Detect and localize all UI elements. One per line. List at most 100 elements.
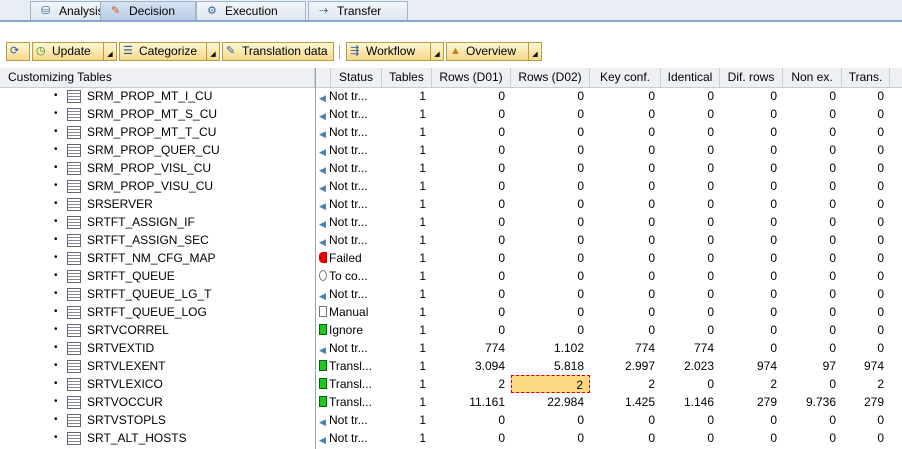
tree-bullet: • <box>54 234 58 245</box>
table-row[interactable]: • SRM_PROP_MT_S_CU ◀ Not tr... 1 0 0 0 0 0 0 0 <box>0 105 902 123</box>
status-text: Not tr... <box>329 287 368 301</box>
table-row[interactable]: • SRTFT_ASSIGN_IF ◀ Not tr... 1 0 0 0 0 0 0 0 <box>0 213 902 231</box>
header-non-ex[interactable]: Non ex. <box>783 68 842 87</box>
table-row[interactable]: • SRTVSTOPLS ◀ Not tr... 1 0 0 0 0 0 0 0 <box>0 411 902 429</box>
table-row[interactable]: • SRTVOCCUR Transl... 1 11.161 22.984 1.425 1.… <box>0 393 902 411</box>
table-row[interactable]: • SRTFT_ASSIGN_SEC ◀ Not tr... 1 0 0 0 0 0 0 0 <box>0 231 902 249</box>
cell-trans: 0 <box>877 89 884 103</box>
table-row[interactable]: • SRM_PROP_MT_I_CU ◀ Not tr... 1 0 0 0 0 0 0 0 <box>0 87 902 105</box>
cell-trans: 0 <box>877 269 884 283</box>
table-row[interactable]: • SRM_PROP_VISU_CU ◀ Not tr... 1 0 0 0 0 0 0 0 <box>0 177 902 195</box>
status-text: Transl... <box>329 359 372 373</box>
table-row[interactable]: • SRTVEXTID ◀ Not tr... 1 774 1.102 774 774 0 0 0 <box>0 339 902 357</box>
tree-bullet: • <box>54 216 58 227</box>
tab-label: Execution <box>225 4 278 18</box>
cell-trans: 0 <box>877 323 884 337</box>
header-tables[interactable]: Tables <box>382 68 432 87</box>
tab-transfer[interactable]: ⇢ Transfer <box>308 1 408 20</box>
overview-button[interactable]: ▲ Overview ◢ <box>446 42 542 61</box>
table-row[interactable]: • SRTVCORREL Ignore 1 0 0 0 0 0 0 0 <box>0 321 902 339</box>
table-row[interactable]: • SRTFT_QUEUE To co... 1 0 0 0 0 0 0 0 <box>0 267 902 285</box>
overview-dropdown-icon[interactable]: ◢ <box>528 43 541 60</box>
tab-decision[interactable]: ✎ Decision <box>100 1 196 20</box>
cell-trans: 0 <box>877 161 884 175</box>
cell-non-ex: 0 <box>829 341 836 355</box>
cell-dif-rows: 0 <box>770 269 777 283</box>
cell-identical: 0 <box>707 125 714 139</box>
cell-key-conf: 0 <box>648 305 655 319</box>
table-name: SRTFT_QUEUE_LG_T <box>87 287 212 301</box>
not-translated-icon: ◀ <box>319 417 326 427</box>
cell-non-ex: 0 <box>829 179 836 193</box>
not-translated-icon: ◀ <box>319 291 326 301</box>
status-text: To co... <box>329 269 368 283</box>
status-text: Not tr... <box>329 125 368 139</box>
cell-rows-d02[interactable]: 2 <box>511 375 590 393</box>
table-row[interactable]: • SRTVLEXICO Transl... 1 2 2 2 0 2 0 2 <box>0 375 902 393</box>
table-row[interactable]: • SRM_PROP_VISL_CU ◀ Not tr... 1 0 0 0 0 0 0 0 <box>0 159 902 177</box>
tree-bullet: • <box>54 270 58 281</box>
cell-key-conf: 0 <box>648 197 655 211</box>
tree-bullet: • <box>54 414 58 425</box>
tree-bullet: • <box>54 126 58 137</box>
header-trans[interactable]: Trans. <box>842 68 890 87</box>
cell-trans: 0 <box>877 251 884 265</box>
update-button[interactable]: ◷ Update ◢ <box>32 42 117 61</box>
cell-identical: 2.023 <box>683 359 714 373</box>
cell-tables: 1 <box>419 89 426 103</box>
workflow-dropdown-icon[interactable]: ◢ <box>430 43 443 60</box>
status-cell: ◀ Not tr... <box>319 231 381 249</box>
header-status[interactable]: Status <box>331 68 382 87</box>
cell-rows-d02: 0 <box>577 413 584 427</box>
header-rows-d01[interactable]: Rows (D01) <box>432 68 511 87</box>
table-row[interactable]: • SRM_PROP_MT_T_CU ◀ Not tr... 1 0 0 0 0 0 0 0 <box>0 123 902 141</box>
list-icon: ☰ <box>123 45 133 57</box>
table-row[interactable]: • SRM_PROP_QUER_CU ◀ Not tr... 1 0 0 0 0 0 0 0 <box>0 141 902 159</box>
table-row[interactable]: • SRTFT_QUEUE_LOG Manual 1 0 0 0 0 0 0 0 <box>0 303 902 321</box>
header-key-conf[interactable]: Key conf. <box>590 68 661 87</box>
table-icon <box>67 306 81 319</box>
table-icon <box>67 252 81 265</box>
workflow-button[interactable]: ⇶ Workflow ◢ <box>346 42 444 61</box>
categorize-button[interactable]: ☰ Categorize ◢ <box>119 42 220 61</box>
update-dropdown-icon[interactable]: ◢ <box>103 43 116 60</box>
table-row[interactable]: • SRTFT_QUEUE_LG_T ◀ Not tr... 1 0 0 0 0 0 0 0 <box>0 285 902 303</box>
cell-non-ex: 0 <box>829 323 836 337</box>
tree-bullet: • <box>54 108 58 119</box>
cell-trans: 0 <box>877 431 884 445</box>
status-text: Failed <box>329 251 362 265</box>
tree-bullet: • <box>54 378 58 389</box>
status-cell: ◀ Not tr... <box>319 285 381 303</box>
table-row[interactable]: • SRTVLEXENT Transl... 1 3.094 5.818 2.997 2.0… <box>0 357 902 375</box>
header-customizing-tables[interactable]: Customizing Tables <box>0 68 315 87</box>
categorize-dropdown-icon[interactable]: ◢ <box>206 43 219 60</box>
table-icon <box>67 414 81 427</box>
cell-tables: 1 <box>419 341 426 355</box>
table-row[interactable]: • SRT_ALT_HOSTS ◀ Not tr... 1 0 0 0 0 0 0 0 <box>0 429 902 447</box>
tab-execution[interactable]: ⚙ Execution <box>196 1 306 20</box>
cell-identical: 0 <box>707 89 714 103</box>
table-name: SRTFT_ASSIGN_SEC <box>87 233 209 247</box>
status-text: Not tr... <box>329 413 368 427</box>
cell-dif-rows: 2 <box>770 377 777 391</box>
cell-identical: 0 <box>707 233 714 247</box>
cell-trans: 0 <box>877 125 884 139</box>
refresh-button[interactable]: ⟳ <box>6 42 30 61</box>
header-rows-d02[interactable]: Rows (D02) <box>511 68 590 87</box>
table-icon <box>67 396 81 409</box>
cell-non-ex: 0 <box>829 215 836 229</box>
cell-identical: 0 <box>707 143 714 157</box>
header-blank[interactable] <box>315 68 331 87</box>
table-row[interactable]: • SRTFT_NM_CFG_MAP Failed 1 0 0 0 0 0 0 0 <box>0 249 902 267</box>
header-dif-rows[interactable]: Dif. rows <box>720 68 783 87</box>
tree-bullet: • <box>54 288 58 299</box>
header-identical[interactable]: Identical <box>661 68 720 87</box>
cell-trans: 2 <box>877 377 884 391</box>
tab-analysis[interactable]: ⛁ Analysis <box>30 1 122 20</box>
status-cell: ◀ Not tr... <box>319 339 381 357</box>
table-row[interactable]: • SRSERVER ◀ Not tr... 1 0 0 0 0 0 0 0 <box>0 195 902 213</box>
cell-tables: 1 <box>419 179 426 193</box>
translation-data-button[interactable]: ✎ Translation data <box>222 42 334 61</box>
not-translated-icon: ◀ <box>319 93 326 103</box>
status-text: Not tr... <box>329 233 368 247</box>
